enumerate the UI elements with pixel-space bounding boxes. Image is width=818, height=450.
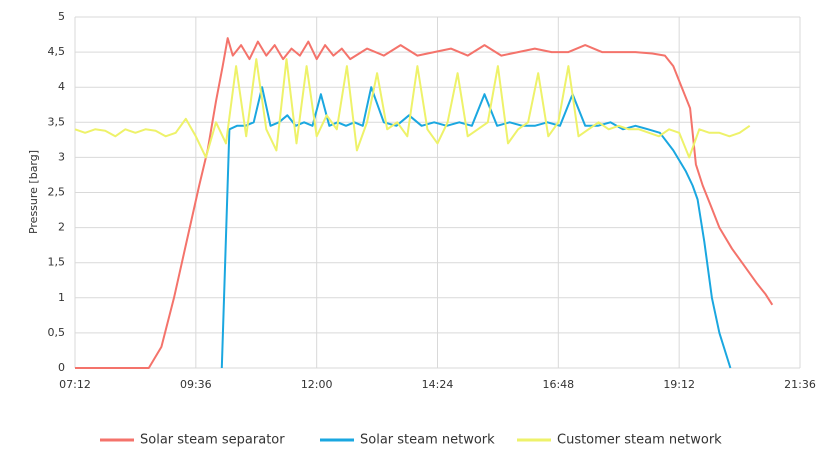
legend-label: Solar steam network [360, 433, 495, 448]
y-tick-label: 5 [58, 10, 65, 23]
y-tick-label: 2 [58, 221, 65, 234]
y-axis-label: Pressure [barg] [27, 150, 40, 234]
y-tick-label: 2,5 [48, 186, 66, 199]
legend-label: Customer steam network [557, 433, 722, 448]
x-tick-label: 21:36 [784, 378, 816, 391]
y-tick-label: 0 [58, 361, 65, 374]
x-tick-label: 07:12 [59, 378, 91, 391]
x-tick-label: 16:48 [542, 378, 574, 391]
y-tick-label: 3 [58, 150, 65, 163]
y-tick-label: 1 [58, 291, 65, 304]
series-line [220, 86, 732, 369]
y-tick-label: 1,5 [48, 256, 66, 269]
legend-label: Solar steam separator [140, 433, 285, 448]
x-tick-label: 19:12 [663, 378, 695, 391]
x-tick-label: 12:00 [301, 378, 333, 391]
x-tick-label: 09:36 [180, 378, 212, 391]
y-tick-label: 4,5 [48, 45, 66, 58]
series-line [75, 37, 774, 369]
y-tick-label: 4 [58, 80, 65, 93]
y-tick-label: 3,5 [48, 115, 66, 128]
series-line [74, 58, 751, 159]
x-tick-label: 14:24 [422, 378, 454, 391]
y-tick-label: 0,5 [48, 326, 66, 339]
